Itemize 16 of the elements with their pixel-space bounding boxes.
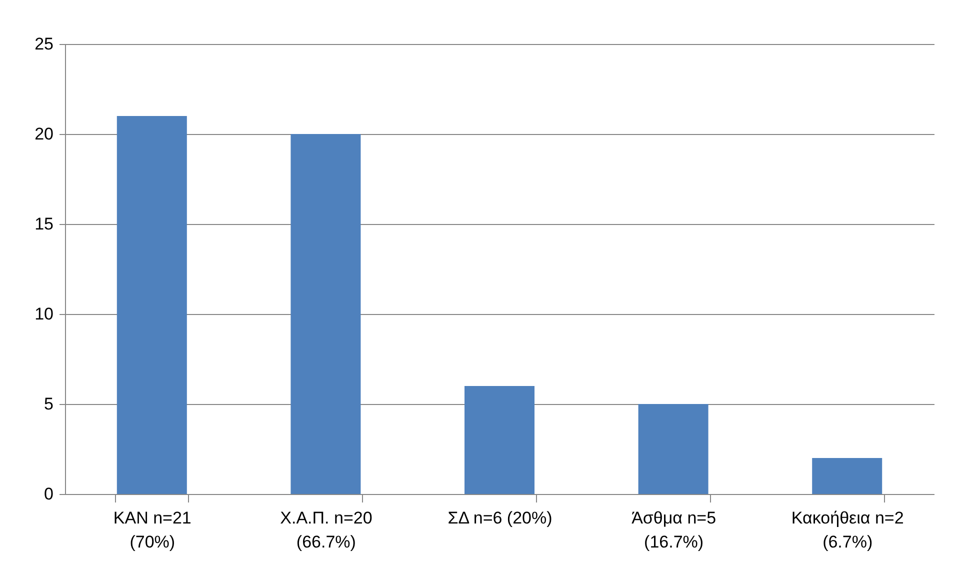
y-tick-label: 5 bbox=[44, 394, 54, 414]
bar bbox=[638, 404, 708, 494]
x-tick-label: Κακοήθεια n=2 (6.7%) bbox=[791, 508, 904, 552]
bar bbox=[116, 116, 187, 494]
x-tick-label: ΚΑΝ n=21 (70%) bbox=[113, 508, 192, 552]
x-tick-label: Άσθμα n=5 (16.7%) bbox=[632, 508, 716, 552]
y-tick-label: 15 bbox=[34, 214, 54, 234]
x-tick-label: Χ.Α.Π. n=20 (66.7%) bbox=[280, 508, 372, 552]
y-tick-label: 20 bbox=[34, 124, 54, 144]
y-tick-label: 10 bbox=[34, 304, 54, 324]
bar bbox=[290, 134, 361, 494]
bar bbox=[812, 458, 882, 494]
x-tick-label: ΣΔ n=6 (20%) bbox=[448, 508, 552, 528]
y-tick-label: 0 bbox=[44, 484, 54, 504]
y-tick-label: 25 bbox=[34, 34, 54, 54]
bar bbox=[464, 386, 534, 494]
